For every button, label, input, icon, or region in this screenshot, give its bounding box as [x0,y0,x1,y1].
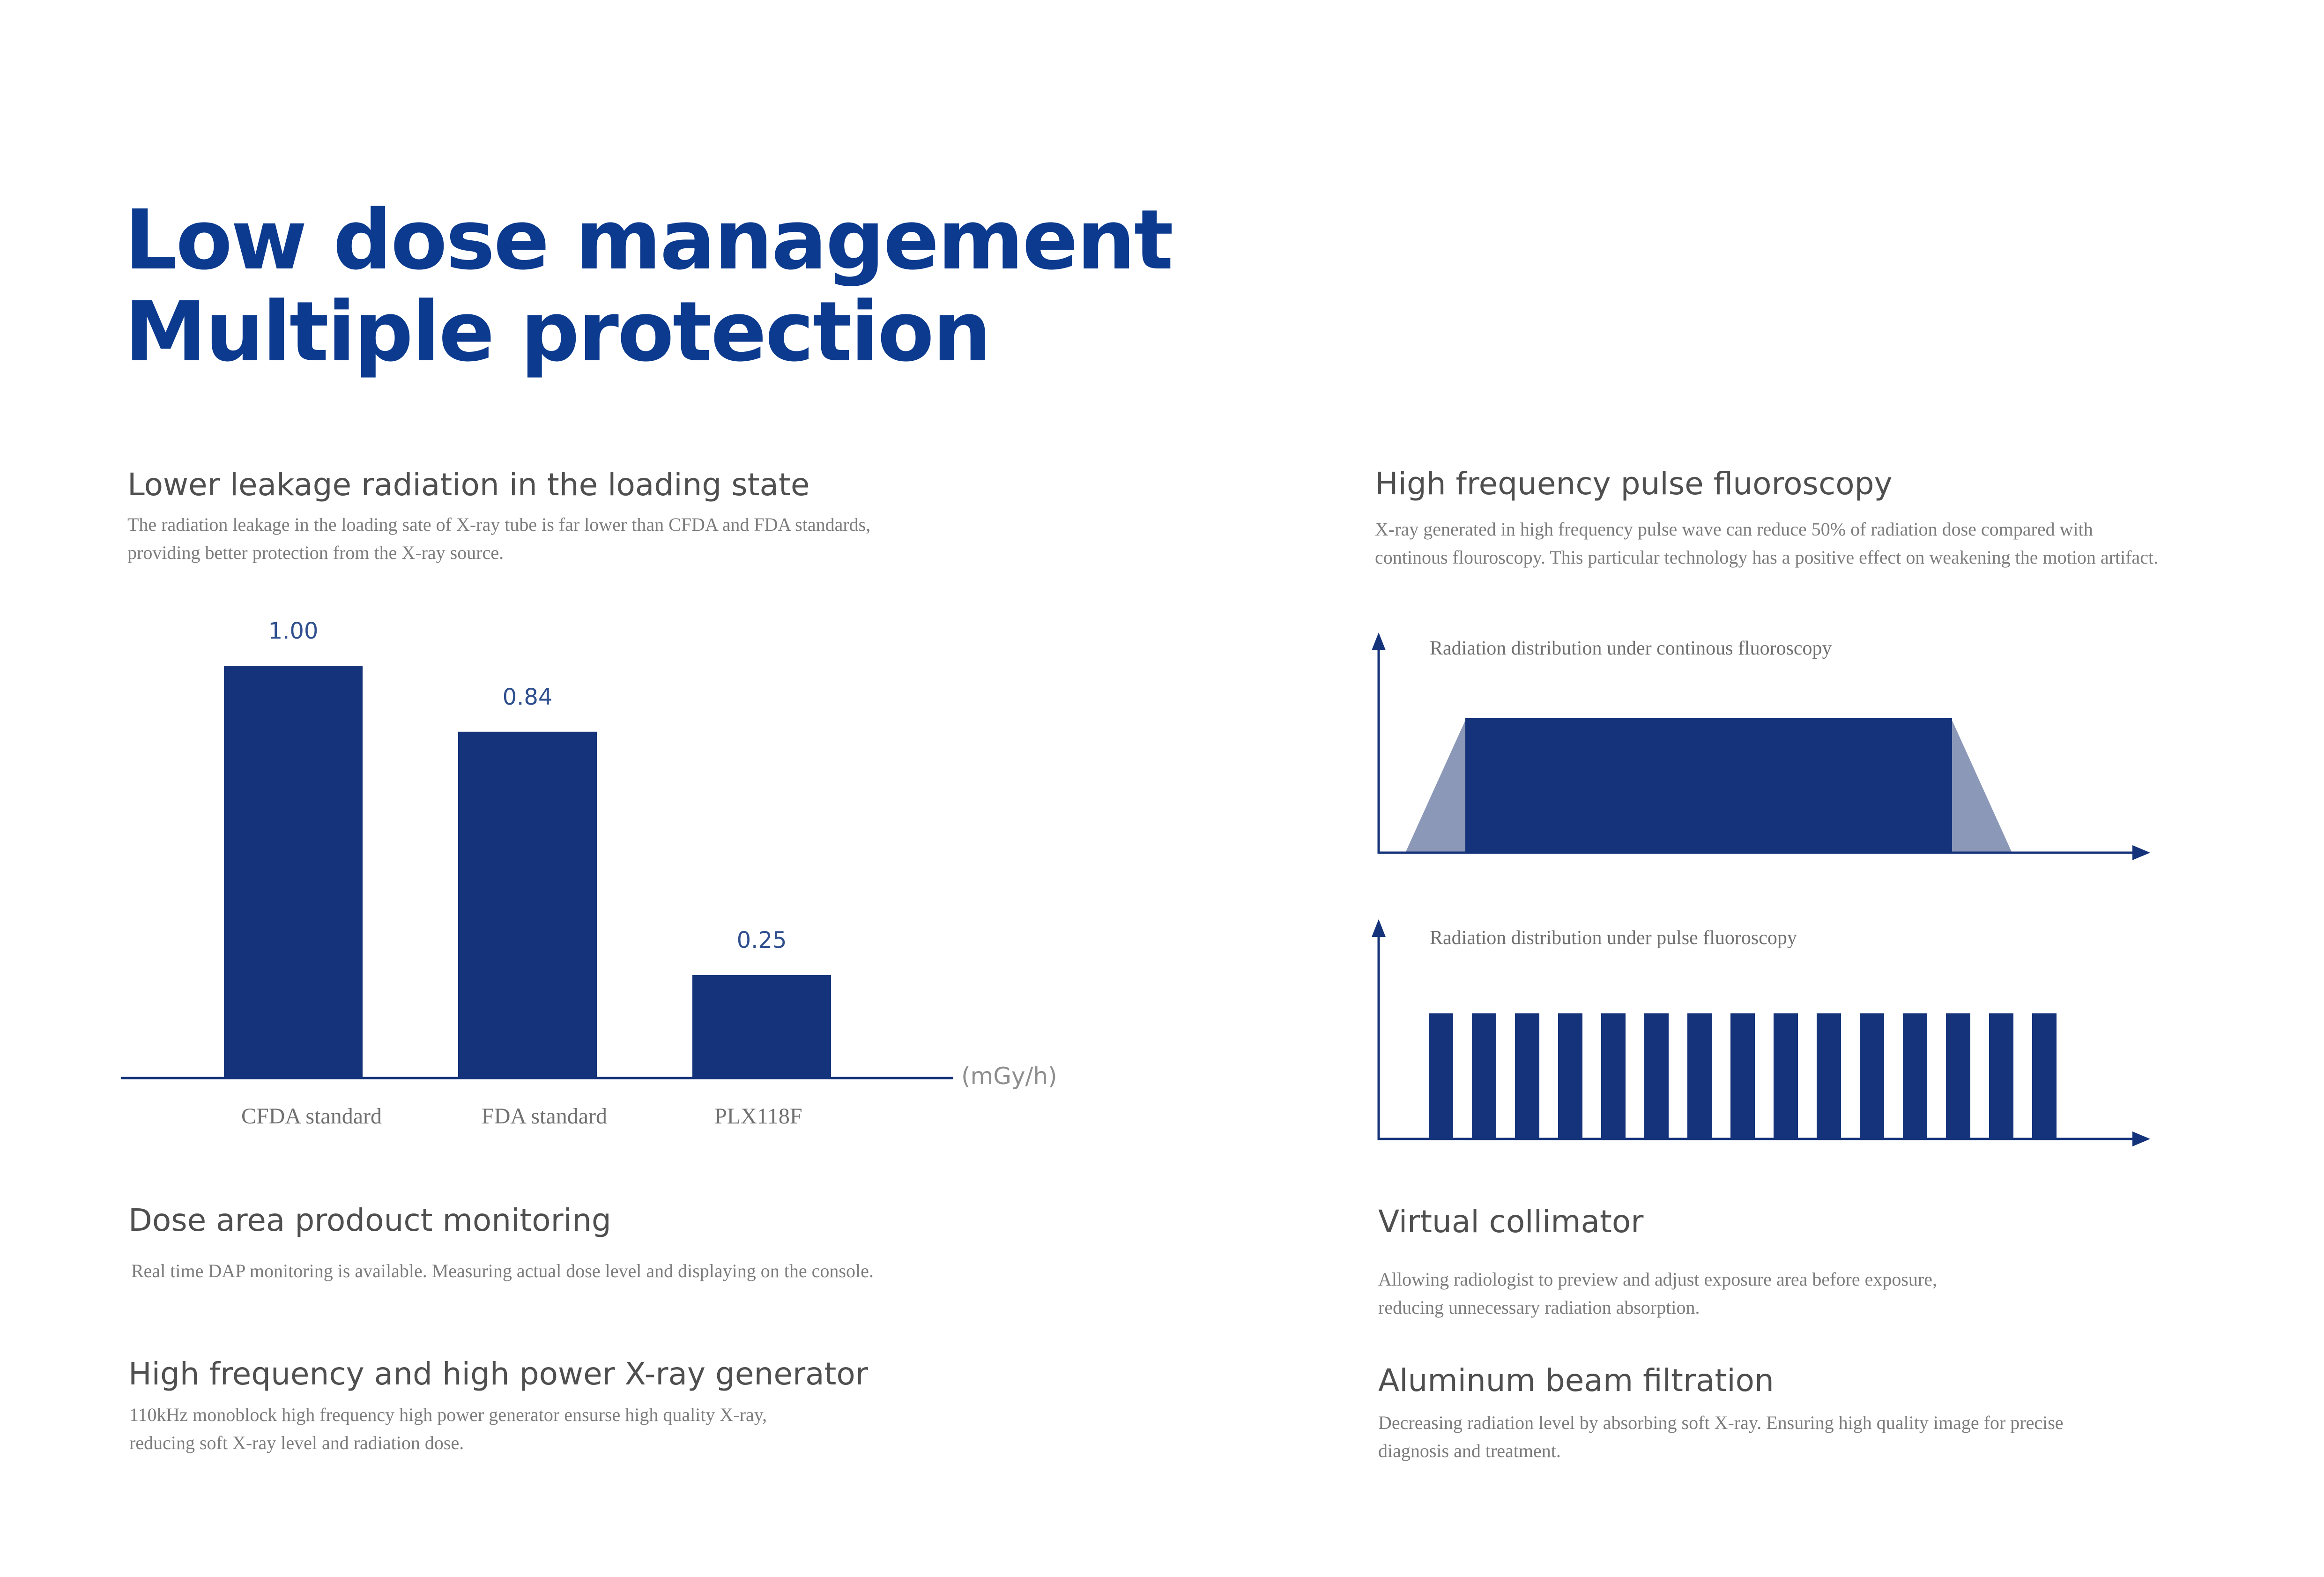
pulse-bar [1558,1013,1582,1139]
bar-value-label: 0.84 [502,684,553,710]
collimator-text: Allowing radiologist to preview and adju… [1378,1265,1937,1322]
bar-fda-standard [458,731,597,1078]
pulse-bar [1860,1013,1884,1139]
filtration-text-line-2: diagnosis and treatment. [1378,1440,1561,1461]
generator-text-line-1: 110kHz monoblock high frequency high pow… [129,1404,767,1425]
continuous-diagram [1372,632,2150,860]
dap-heading: Dose area prodouct monitoring [128,1202,611,1238]
pulse-bar [1946,1013,1970,1139]
pulse-bar [2032,1013,2057,1139]
pulse-bar [1601,1013,1626,1139]
dap-text-line-1: Real time DAP monitoring is available. M… [131,1260,874,1281]
bar-value-label: 1.00 [268,618,319,644]
bar-value-label: 0.25 [736,927,787,953]
pulse-diagram [1372,919,2150,1146]
title-line-1: Low dose management [125,192,1173,288]
filtration-text-line-1: Decreasing radiation level by absorbing … [1378,1412,2064,1433]
collimator-text-line-2: reducing unnecessary radiation absorptio… [1378,1297,1700,1318]
pulse-x-arrow [2132,1131,2150,1146]
bar-category-label: PLX118F [714,1104,802,1129]
pulse-bar [1687,1013,1712,1139]
generator-heading: High frequency and high power X-ray gene… [128,1356,868,1392]
leakage-text: The radiation leakage in the loading sat… [127,511,870,567]
collimator-text-line-1: Allowing radiologist to preview and adju… [1378,1269,1937,1290]
pulse-bar [1515,1013,1539,1139]
pulse-caption: Radiation distribution under pulse fluor… [1430,927,1797,949]
pulse-y-arrow [1372,919,1386,937]
continuous-ramp-up [1405,718,1466,853]
pulse-text: X-ray generated in high frequency pulse … [1375,515,2158,572]
generator-text-line-2: reducing soft X-ray level and radiation … [129,1432,464,1453]
pulse-heading: High frequency pulse fluoroscopy [1375,466,1893,502]
continuous-plateau [1465,718,1952,853]
leakage-text-line-1: The radiation leakage in the loading sat… [127,514,871,535]
pulse-bar [1989,1013,2013,1139]
pulse-text-line-2: continous flouroscopy. This particular t… [1375,547,2159,568]
pulse-bar [1472,1013,1496,1139]
leakage-heading: Lower leakage radiation in the loading s… [127,467,810,503]
dap-text: Real time DAP monitoring is available. M… [131,1257,874,1285]
chart-unit-label: (mGy/h) [961,1063,1057,1090]
pulse-bar [1817,1013,1841,1139]
continuous-caption: Radiation distribution under continous f… [1430,638,1832,659]
filtration-text: Decreasing radiation level by absorbing … [1378,1409,2064,1465]
bar-category-label: CFDA standard [241,1104,382,1129]
continuous-y-arrow [1372,632,1386,650]
bar-category-label: FDA standard [482,1104,607,1129]
bar-plx118f [692,975,831,1078]
filtration-heading: Aluminum beam filtration [1378,1362,1774,1398]
pulse-text-line-1: X-ray generated in high frequency pulse … [1375,519,2093,540]
pulse-bar [1903,1013,1927,1139]
bar-cfda-standard [224,666,363,1078]
leakage-text-line-2: providing better protection from the X-r… [127,542,504,563]
generator-text: 110kHz monoblock high frequency high pow… [129,1401,767,1457]
pulse-bar [1730,1013,1755,1139]
pulse-bar [1644,1013,1669,1139]
collimator-heading: Virtual collimator [1378,1204,1644,1240]
page-title: Low dose management Multiple protection [125,192,1173,380]
continuous-x-arrow [2132,845,2150,860]
pulse-bar [1429,1013,1453,1139]
continuous-ramp-down [1951,718,2012,853]
title-line-2: Multiple protection [125,284,991,380]
pulse-bar [1774,1013,1798,1139]
